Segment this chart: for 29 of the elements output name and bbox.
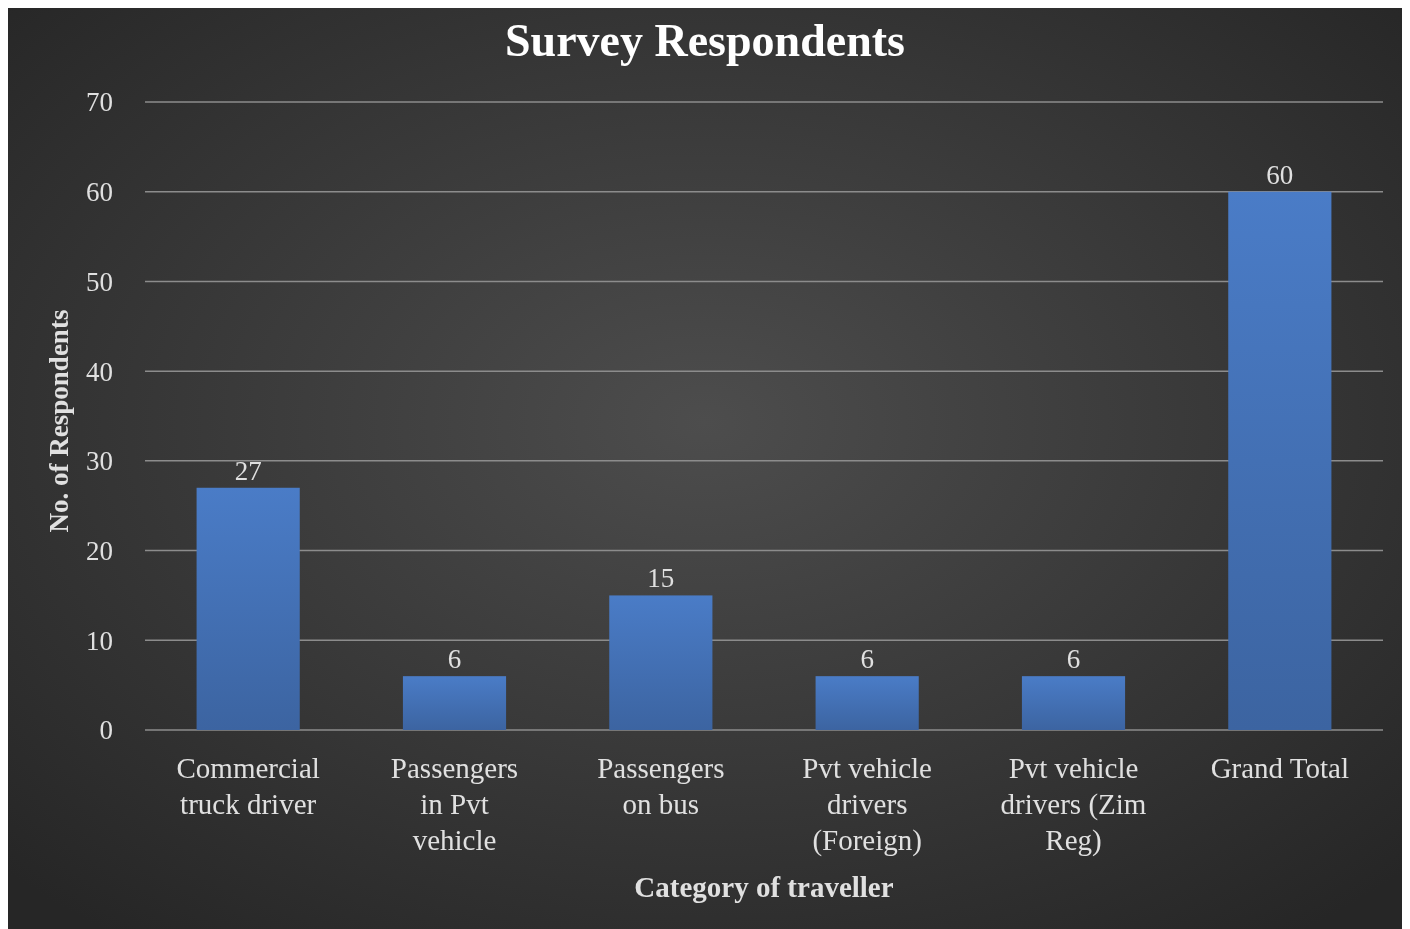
x-axis-title: Category of traveller xyxy=(634,871,894,903)
bar xyxy=(1021,676,1126,730)
y-tick-label: 60 xyxy=(86,177,113,208)
data-label: 60 xyxy=(1266,159,1294,190)
x-tick-label: Passengers in Pvt vehicle xyxy=(390,752,519,856)
y-tick-label: 40 xyxy=(86,356,113,387)
data-label: 6 xyxy=(447,644,462,675)
bar xyxy=(402,676,507,730)
y-tick-label: 10 xyxy=(86,625,113,656)
data-label: 27 xyxy=(234,455,262,486)
chart-title: Survey Respondents xyxy=(504,15,906,66)
data-label: 6 xyxy=(1066,644,1081,675)
data-label: 6 xyxy=(860,644,874,675)
y-tick-label: 70 xyxy=(86,87,113,118)
y-tick-label: 50 xyxy=(86,266,113,297)
x-tick-label: Commercial truck driver xyxy=(176,752,320,820)
y-tick-label: 20 xyxy=(86,536,113,567)
bar xyxy=(196,487,300,730)
x-tick-label: Pvt vehicle drivers (Zim Reg) xyxy=(1000,752,1147,857)
y-axis-title: No. of Respondents xyxy=(44,309,74,533)
bar xyxy=(815,676,919,730)
y-tick-label: 0 xyxy=(99,715,113,746)
y-tick-label: 30 xyxy=(86,446,113,477)
bar xyxy=(1228,191,1332,730)
data-label: 15 xyxy=(647,563,675,594)
x-tick-label: Grand Total xyxy=(1210,752,1350,784)
bar xyxy=(609,595,713,730)
x-tick-label: Passengers on bus xyxy=(597,752,725,820)
x-tick-label: Pvt vehicle drivers (Foreign) xyxy=(802,752,932,857)
